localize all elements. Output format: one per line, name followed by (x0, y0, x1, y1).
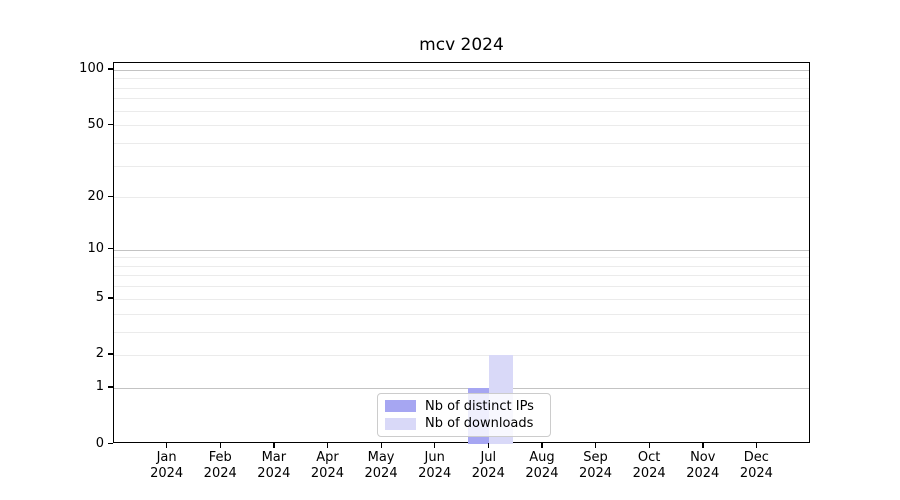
x-tick-mark (273, 443, 275, 448)
x-tick-mark (326, 443, 329, 448)
x-tick-mark (380, 443, 382, 448)
x-tick-month: Jul (480, 450, 497, 465)
x-tick-month: Apr (316, 450, 339, 465)
y-tick-label: 100 (79, 61, 104, 77)
x-tick-mark (487, 443, 490, 448)
y-gridline (114, 354, 809, 356)
x-tick-mark (541, 443, 543, 448)
y-gridline-minor (114, 87, 809, 89)
y-tick-mark (108, 68, 113, 70)
x-tick-label: Apr 2024 (294, 450, 360, 482)
legend-entry: Nb of distinct IPs (385, 399, 543, 414)
y-tick-label: 2 (95, 346, 104, 362)
x-tick-year: 2024 (150, 466, 184, 481)
x-tick-mark (755, 443, 758, 448)
x-tick-label: Nov 2024 (670, 450, 736, 482)
x-tick-label: Jan 2024 (134, 450, 200, 482)
x-tick-month: Aug (529, 450, 555, 465)
x-tick-mark (648, 443, 650, 448)
y-gridline-minor (114, 313, 809, 315)
x-tick-label: Aug 2024 (509, 450, 575, 482)
y-gridline-minor (114, 286, 809, 288)
x-tick-year: 2024 (257, 466, 291, 481)
y-tick-mark (108, 386, 113, 388)
x-tick-month: Feb (208, 450, 232, 465)
plot-area (113, 62, 810, 444)
x-tick-label: Dec 2024 (723, 450, 789, 482)
y-tick-mark (108, 353, 113, 355)
x-tick-label: Jun 2024 (402, 450, 468, 482)
x-tick-month: May (367, 450, 395, 465)
x-tick-year: 2024 (686, 466, 720, 481)
x-tick-year: 2024 (525, 466, 559, 481)
y-gridline (114, 298, 809, 300)
x-tick-month: Dec (743, 450, 769, 465)
y-tick-mark (108, 442, 113, 444)
x-tick-year: 2024 (418, 466, 452, 481)
x-tick-year: 2024 (310, 466, 344, 481)
chart-title: mcv 2024 (419, 35, 504, 55)
y-gridline-minor (114, 331, 809, 333)
legend-entry: Nb of downloads (385, 416, 543, 431)
y-gridline-minor (114, 110, 809, 112)
y-tick-mark (108, 248, 113, 250)
legend-swatch-downloads (385, 417, 416, 430)
x-tick-mark (595, 443, 597, 448)
x-tick-month: Jan (156, 450, 177, 465)
y-gridline-minor (114, 142, 809, 144)
y-gridline (114, 387, 809, 389)
y-tick-label: 50 (87, 116, 104, 132)
legend-label: Nb of downloads (425, 416, 534, 432)
y-tick-label: 10 (87, 241, 104, 257)
y-tick-mark (108, 195, 113, 198)
x-tick-label: Feb 2024 (187, 450, 253, 482)
x-tick-mark (434, 443, 436, 448)
y-gridline (114, 125, 809, 127)
x-tick-year: 2024 (364, 466, 398, 481)
x-tick-year: 2024 (739, 466, 773, 481)
x-tick-month: Oct (637, 450, 661, 465)
y-gridline-minor (114, 265, 809, 267)
y-tick-mark (108, 297, 113, 299)
legend-swatch-distinct-ips (385, 400, 416, 413)
x-tick-label: Jul 2024 (455, 450, 521, 482)
y-gridline-minor (114, 165, 809, 167)
y-gridline (114, 197, 809, 199)
y-gridline-minor (114, 275, 809, 277)
y-tick-label: 5 (95, 290, 104, 306)
y-gridline-minor (114, 257, 809, 259)
x-tick-month: Nov (690, 450, 716, 465)
x-tick-year: 2024 (203, 466, 237, 481)
x-tick-year: 2024 (578, 466, 613, 481)
y-tick-label: 20 (87, 188, 104, 204)
y-tick-mark (108, 123, 113, 126)
y-gridline-minor (114, 78, 809, 80)
x-tick-month: Jun (424, 450, 445, 465)
y-gridline (114, 69, 809, 71)
y-tick-label: 0 (95, 435, 104, 451)
x-tick-label: Sep 2024 (563, 450, 629, 482)
x-tick-month: Mar (261, 450, 287, 465)
x-tick-mark (166, 443, 168, 448)
x-tick-label: May 2024 (348, 450, 414, 482)
legend: Nb of distinct IPs Nb of downloads (377, 393, 551, 437)
y-tick-label: 1 (95, 379, 104, 395)
x-tick-year: 2024 (471, 466, 505, 481)
x-tick-mark (702, 443, 704, 448)
legend-label: Nb of distinct IPs (425, 398, 534, 414)
x-tick-year: 2024 (632, 466, 666, 481)
x-tick-label: Oct 2024 (616, 450, 682, 482)
y-gridline-minor (114, 98, 809, 100)
x-tick-label: Mar 2024 (241, 450, 307, 482)
y-gridline (114, 249, 809, 251)
x-tick-mark (219, 443, 222, 448)
x-tick-month: Sep (583, 450, 608, 465)
